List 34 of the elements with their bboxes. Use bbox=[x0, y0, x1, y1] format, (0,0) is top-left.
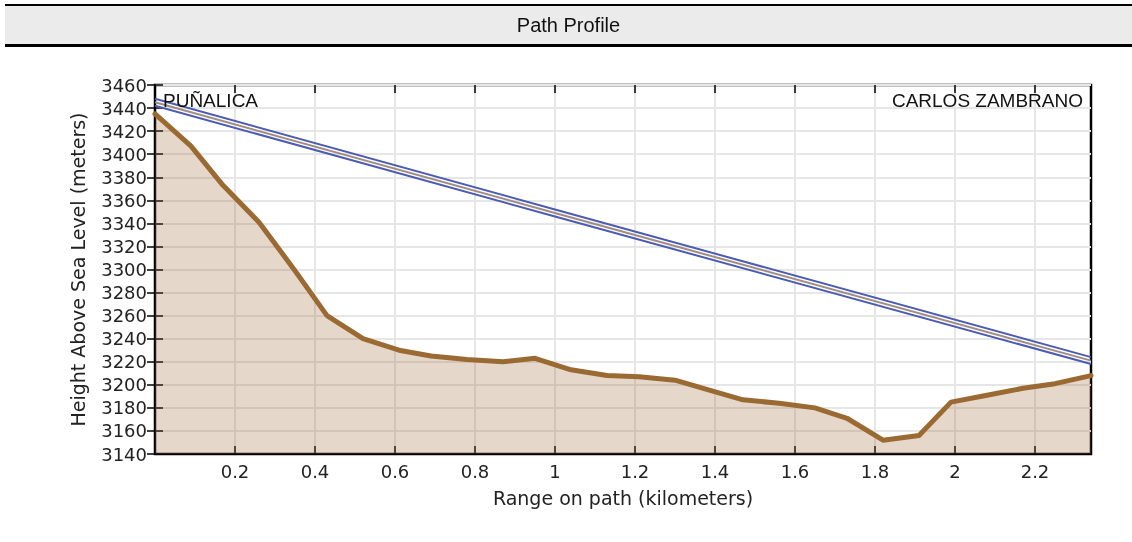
annotation: PUÑALICA bbox=[163, 90, 259, 111]
y-tick-label: 3400 bbox=[101, 143, 147, 165]
y-tick-label: 3440 bbox=[101, 97, 147, 119]
y-tick-label: 3240 bbox=[101, 328, 147, 350]
x-tick-label: 1.4 bbox=[700, 460, 730, 482]
x-tick-label: 0.8 bbox=[460, 460, 490, 482]
y-tick-label: 3300 bbox=[101, 259, 147, 280]
x-tick-label: 1.8 bbox=[860, 460, 890, 482]
x-tick-label: 0.6 bbox=[380, 460, 410, 482]
y-tick-label: 3360 bbox=[101, 189, 147, 211]
y-tick-label: 3180 bbox=[101, 397, 147, 419]
x-axis-title: Range on path (kilometers) bbox=[492, 486, 754, 509]
chart-title: Path Profile bbox=[516, 13, 621, 37]
y-tick-label: 3460 bbox=[101, 74, 147, 96]
x-tick-label: 1 bbox=[549, 460, 561, 482]
y-tick-label: 3260 bbox=[101, 305, 147, 327]
y-axis-title: Height Above Sea Level (meters) bbox=[66, 112, 89, 427]
y-tick-label: 3140 bbox=[101, 443, 147, 465]
y-tick-label: 3200 bbox=[101, 374, 147, 396]
y-tick-label: 3340 bbox=[101, 212, 147, 234]
y-tick-label: 3380 bbox=[101, 166, 147, 188]
y-tick-label: 3220 bbox=[101, 351, 147, 373]
annotation: CARLOS ZAMBRANO bbox=[891, 90, 1084, 111]
x-tick-label: 1.6 bbox=[780, 460, 810, 482]
y-tick-label: 3280 bbox=[101, 282, 147, 304]
x-tick-label: 2 bbox=[949, 460, 961, 482]
x-tick-label: 1.2 bbox=[620, 460, 650, 482]
y-tick-label: 3320 bbox=[101, 235, 147, 257]
header-bar: Path Profile bbox=[5, 4, 1132, 47]
y-tick-label: 3160 bbox=[101, 420, 147, 442]
x-tick-label: 0.4 bbox=[300, 460, 330, 482]
y-tick-label: 3420 bbox=[101, 120, 147, 142]
x-tick-label: 2.2 bbox=[1020, 460, 1050, 482]
x-tick-label: 0.2 bbox=[220, 460, 250, 482]
